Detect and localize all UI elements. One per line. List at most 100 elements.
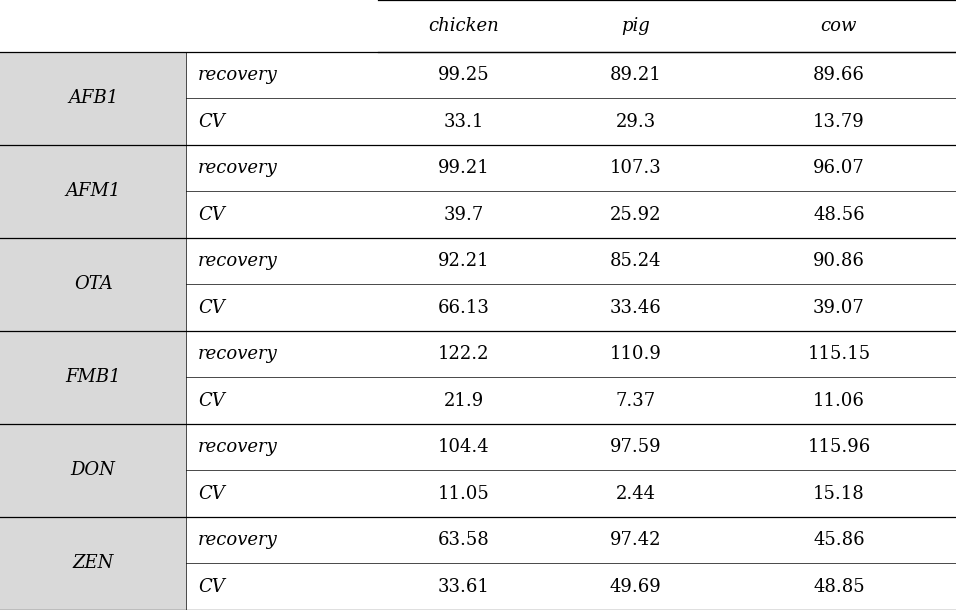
Text: FMB1: FMB1	[65, 368, 121, 387]
Bar	[722, 517, 956, 564]
Bar	[186, 517, 378, 564]
Text: 96.07: 96.07	[813, 159, 865, 177]
Text: CV: CV	[198, 485, 225, 503]
Bar	[722, 284, 956, 331]
Bar	[722, 52, 956, 98]
Bar	[550, 378, 722, 424]
Text: AFM1: AFM1	[66, 182, 120, 201]
Bar	[186, 238, 378, 284]
Text: 92.21: 92.21	[438, 252, 489, 270]
Bar	[186, 470, 378, 517]
Text: 66.13: 66.13	[438, 299, 489, 317]
Bar	[186, 564, 378, 610]
Text: 33.1: 33.1	[444, 113, 484, 131]
Text: 2.44: 2.44	[616, 485, 656, 503]
Bar	[722, 238, 956, 284]
Bar	[550, 470, 722, 517]
Text: AFB1: AFB1	[68, 89, 119, 107]
Bar	[0, 98, 186, 145]
Text: recovery: recovery	[198, 531, 277, 549]
Bar	[378, 378, 550, 424]
Bar	[550, 284, 722, 331]
Bar	[550, 564, 722, 610]
Bar	[550, 98, 722, 145]
Text: 7.37: 7.37	[616, 392, 656, 410]
Bar	[378, 424, 550, 470]
Bar	[0, 238, 186, 284]
Text: OTA: OTA	[74, 275, 113, 293]
Text: 90.86: 90.86	[813, 252, 865, 270]
Bar	[186, 424, 378, 470]
Text: 63.58: 63.58	[438, 531, 489, 549]
Bar	[0, 378, 186, 424]
Text: DON: DON	[71, 461, 116, 479]
Bar	[378, 517, 550, 564]
Text: 25.92: 25.92	[610, 206, 662, 224]
Bar	[0, 331, 186, 378]
Text: CV: CV	[198, 392, 225, 410]
Bar	[722, 98, 956, 145]
Text: 115.96: 115.96	[807, 438, 871, 456]
Bar	[550, 424, 722, 470]
Bar	[550, 145, 722, 192]
Text: recovery: recovery	[198, 66, 277, 84]
Text: 122.2: 122.2	[438, 345, 489, 363]
Text: 85.24: 85.24	[610, 252, 662, 270]
Text: ZEN: ZEN	[73, 554, 114, 573]
Bar	[378, 331, 550, 378]
Bar	[550, 52, 722, 98]
Text: CV: CV	[198, 299, 225, 317]
Text: 97.42: 97.42	[610, 531, 662, 549]
Text: recovery: recovery	[198, 159, 277, 177]
Text: 13.79: 13.79	[813, 113, 865, 131]
Bar	[378, 284, 550, 331]
Text: 99.25: 99.25	[438, 66, 489, 84]
Bar	[722, 378, 956, 424]
Bar	[378, 564, 550, 610]
Text: 11.06: 11.06	[813, 392, 865, 410]
Text: 97.59: 97.59	[610, 438, 662, 456]
Text: 33.61: 33.61	[438, 578, 489, 596]
Text: recovery: recovery	[198, 252, 277, 270]
Bar	[186, 378, 378, 424]
Text: CV: CV	[198, 578, 225, 596]
Bar	[378, 98, 550, 145]
Bar	[550, 331, 722, 378]
Text: CV: CV	[198, 113, 225, 131]
Bar	[186, 98, 378, 145]
Text: 107.3: 107.3	[610, 159, 662, 177]
Text: 99.21: 99.21	[438, 159, 489, 177]
Text: recovery: recovery	[198, 438, 277, 456]
Bar	[722, 145, 956, 192]
Bar	[550, 517, 722, 564]
Text: 89.21: 89.21	[610, 66, 662, 84]
Bar	[0, 424, 186, 470]
Bar	[0, 192, 186, 238]
Text: 48.56: 48.56	[813, 206, 865, 224]
Text: cow: cow	[820, 17, 858, 35]
Bar	[550, 238, 722, 284]
Bar	[0, 284, 186, 331]
Text: 89.66: 89.66	[813, 66, 865, 84]
Text: 29.3: 29.3	[616, 113, 656, 131]
Bar	[378, 238, 550, 284]
Text: 110.9: 110.9	[610, 345, 662, 363]
Bar	[0, 564, 186, 610]
Text: 104.4: 104.4	[438, 438, 489, 456]
Bar	[186, 52, 378, 98]
Text: recovery: recovery	[198, 345, 277, 363]
Bar	[550, 192, 722, 238]
Bar	[186, 331, 378, 378]
Bar	[0, 0, 956, 52]
Bar	[0, 517, 186, 564]
Bar	[378, 52, 550, 98]
Text: chicken: chicken	[428, 17, 499, 35]
Bar	[186, 192, 378, 238]
Bar	[0, 52, 186, 98]
Bar	[378, 192, 550, 238]
Text: 48.85: 48.85	[813, 578, 865, 596]
Bar	[378, 145, 550, 192]
Text: 39.7: 39.7	[444, 206, 484, 224]
Bar	[0, 470, 186, 517]
Text: 11.05: 11.05	[438, 485, 489, 503]
